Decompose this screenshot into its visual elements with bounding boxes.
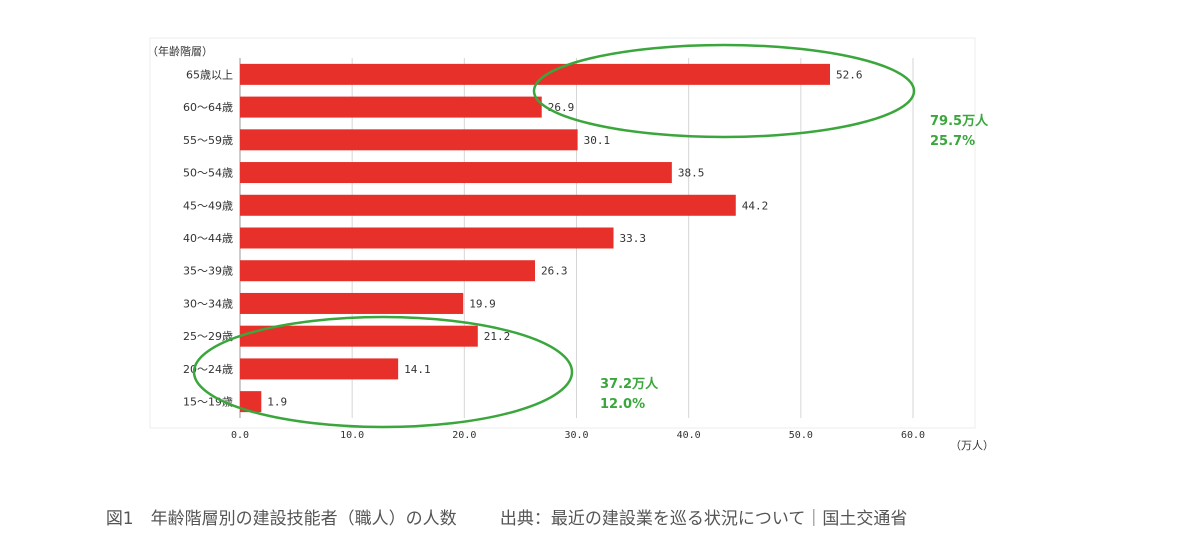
value-label: 21.2 <box>484 330 511 343</box>
value-label: 26.9 <box>548 101 575 114</box>
bar <box>240 96 542 118</box>
x-axis-unit: （万人） <box>950 439 994 452</box>
annotation-top-percent: 25.7% <box>930 134 975 149</box>
bar <box>240 391 262 413</box>
x-tick-label: 50.0 <box>789 430 813 441</box>
y-axis-title: （年齢階層） <box>147 44 213 58</box>
figure-caption: 図1 年齢階層別の建設技能者（職人）の人数 出典：最近の建設業を巡る状況について… <box>95 484 908 529</box>
category-label: 20～24歳 <box>183 363 233 376</box>
x-tick-label: 30.0 <box>564 430 588 441</box>
x-tick-label: 40.0 <box>677 430 701 441</box>
bar <box>240 325 478 347</box>
value-label: 14.1 <box>404 363 431 376</box>
value-label: 33.3 <box>620 232 647 245</box>
value-label: 44.2 <box>742 199 769 212</box>
figure-title: 図1 年齢階層別の建設技能者（職人）の人数 <box>105 509 457 529</box>
category-label: 30～34歳 <box>183 297 233 310</box>
chart-area: （年齢階層） （万人） 0.0 10.0 20.0 30.0 40.0 50.0 60.0 6… <box>147 37 994 452</box>
bar-chart: （年齢階層） （万人） 0.0 10.0 20.0 30.0 40.0 50.0 60.0 6… <box>147 37 994 452</box>
category-label: 25～29歳 <box>183 330 233 343</box>
annotation-bottom-percent: 12.0% <box>600 397 645 412</box>
value-label: 19.9 <box>469 297 496 310</box>
bar <box>240 63 830 85</box>
x-tick-label: 0.0 <box>231 430 249 441</box>
bar <box>240 194 736 216</box>
annotation-top-count: 79.5万人 <box>930 113 989 129</box>
plot-frame <box>149 37 976 429</box>
bar <box>240 292 464 314</box>
value-label: 26.3 <box>541 265 568 278</box>
annotation-ellipse-top <box>532 43 916 139</box>
x-tick-label: 10.0 <box>340 430 364 441</box>
bar <box>240 260 535 282</box>
category-label: 60～64歳 <box>183 101 233 114</box>
category-label: 35～39歳 <box>183 265 233 278</box>
category-label: 55～59歳 <box>183 134 233 147</box>
category-label: 65歳以上 <box>186 68 233 81</box>
caption-gap <box>457 509 500 529</box>
bar <box>240 129 578 151</box>
annotation-bottom-count: 37.2万人 <box>600 376 659 392</box>
value-label: 1.9 <box>267 396 287 409</box>
annotation-ellipse-bottom <box>192 315 574 429</box>
value-label: 52.6 <box>836 68 863 81</box>
bar <box>240 358 399 380</box>
bar <box>240 227 614 249</box>
value-label: 38.5 <box>678 167 705 180</box>
value-label: 30.1 <box>584 134 611 147</box>
category-label: 50～54歳 <box>183 167 233 180</box>
category-label: 40～44歳 <box>183 232 233 245</box>
bar <box>240 162 672 184</box>
figure-source: 出典：最近の建設業を巡る状況について｜国土交通省 <box>499 509 908 529</box>
category-label: 45～49歳 <box>183 199 233 212</box>
x-tick-label: 20.0 <box>452 430 476 441</box>
x-tick-label: 60.0 <box>901 430 925 441</box>
